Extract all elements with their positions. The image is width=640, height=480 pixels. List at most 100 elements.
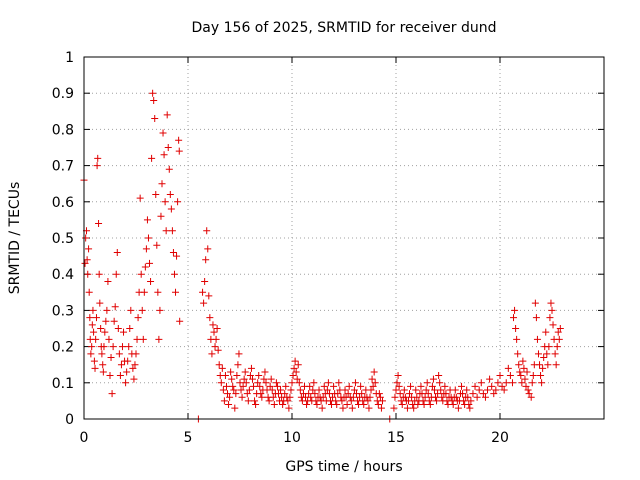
data-point [122,379,130,387]
data-point [554,328,562,336]
data-point [477,379,485,387]
y-tick-label: 0.1 [52,376,74,392]
data-point [204,245,212,253]
data-point [273,382,281,390]
data-point [269,393,277,401]
data-point [83,256,91,264]
data-point [423,379,431,387]
data-point [227,368,235,376]
data-point [235,350,243,358]
data-point [555,335,563,343]
data-point [334,390,342,398]
data-point [290,364,298,372]
data-point [319,393,327,401]
data-point [533,335,541,343]
data-point [307,393,315,401]
data-point [213,325,221,332]
data-point [536,361,544,369]
data-point [464,393,472,401]
data-point [238,393,246,401]
data-point [435,372,443,380]
data-point [366,393,374,401]
data-point [221,372,229,380]
data-point [545,343,553,351]
data-point [330,382,338,390]
data-point [220,397,228,405]
data-points-layer [80,89,564,423]
data-point [343,401,351,409]
data-point [90,357,98,365]
data-point [537,372,545,380]
data-point [175,136,183,144]
data-point [243,390,251,398]
data-point [392,386,400,394]
data-point [303,401,311,409]
data-point [155,335,163,343]
data-point [291,357,299,365]
data-point [85,245,93,253]
data-point [422,386,430,394]
data-point [201,277,209,285]
data-point [417,382,425,390]
data-point [401,393,409,401]
data-point [378,397,386,405]
data-point [245,386,253,394]
data-point [523,368,531,376]
data-point [92,335,100,343]
data-point [413,393,421,401]
chart-title: Day 156 of 2025, SRMTID for receiver dun… [192,20,497,36]
data-point [339,404,347,412]
data-point [113,248,121,256]
data-point [306,382,314,390]
data-point [91,364,99,372]
data-point [163,111,171,119]
data-point [106,372,114,380]
data-point [338,397,346,405]
data-point [107,353,115,361]
y-tick-label: 0.9 [52,86,74,102]
data-point [284,397,292,405]
data-point [441,382,449,390]
data-point [117,361,125,369]
data-point [151,115,159,123]
y-tick-label: 1 [65,50,74,66]
data-point [108,390,116,398]
data-point [546,314,554,322]
data-point [347,397,355,405]
data-point [519,357,527,365]
y-tick-label: 0.3 [52,303,74,319]
data-point [148,154,156,162]
data-point [449,401,457,409]
data-point [210,328,218,336]
data-point [218,364,226,372]
data-point [130,375,138,383]
y-tick-label: 0.6 [52,195,74,211]
data-point [98,350,106,358]
data-point [203,227,211,235]
data-point [344,390,352,398]
data-point [255,372,263,380]
data-point [160,151,168,159]
data-point [228,375,236,383]
data-point [174,198,182,206]
data-point [286,393,294,401]
plot-frame [83,56,605,420]
data-point [349,393,357,401]
data-point [296,386,304,394]
data-point [488,382,496,390]
data-point [329,393,337,401]
data-point [395,382,403,390]
data-point [494,379,502,387]
data-point [552,361,560,369]
data-point [143,216,151,224]
data-point [112,270,120,278]
data-point [248,375,256,383]
data-point [460,397,468,405]
data-point [224,390,232,398]
data-point [270,401,278,409]
data-point [496,372,504,380]
data-point [510,314,518,322]
data-point [277,386,285,394]
y-tick-label: 0.7 [52,159,74,175]
data-point [90,328,98,336]
